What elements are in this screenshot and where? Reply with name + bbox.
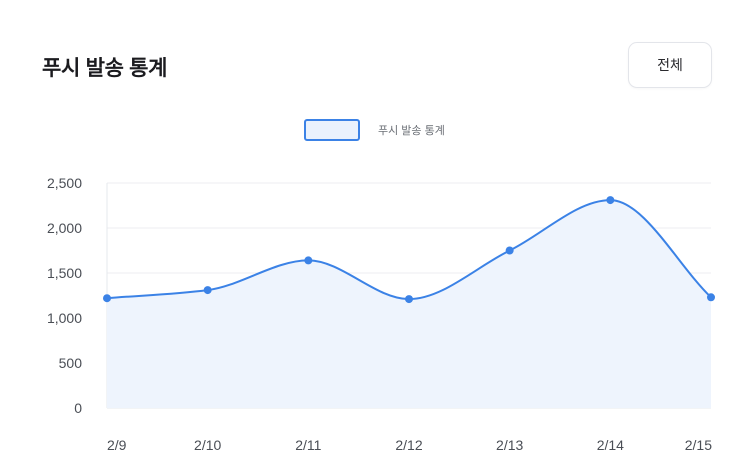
x-tick-label: 2/9 [107, 437, 127, 453]
y-tick-label: 1,000 [47, 310, 82, 326]
y-tick-label: 500 [59, 355, 83, 371]
x-tick-label: 2/12 [395, 437, 422, 453]
data-point-2-14[interactable] [606, 196, 615, 205]
data-point-2-10[interactable] [203, 286, 212, 295]
y-tick-label: 1,500 [47, 265, 82, 281]
x-tick-label: 2/13 [496, 437, 523, 453]
x-tick-label: 2/10 [194, 437, 221, 453]
filter-dropdown-button[interactable]: 전체 [628, 42, 712, 88]
data-point-2-12[interactable] [405, 295, 413, 304]
legend-swatch [304, 119, 360, 141]
chart-legend[interactable]: 푸시 발송 통계 [304, 117, 445, 143]
y-tick-label: 2,000 [47, 220, 82, 236]
data-points [103, 196, 715, 304]
y-tick-label: 0 [74, 400, 82, 416]
page-title: 푸시 발송 통계 [42, 57, 168, 80]
y-axis-tick-labels: 0 500 1,000 1,500 2,000 2,500 [47, 175, 82, 416]
y-tick-label: 2,500 [47, 175, 82, 191]
x-axis-tick-labels: 2/9 2/10 2/11 2/12 2/13 2/14 2/15 [107, 437, 712, 453]
x-tick-label: 2/14 [597, 437, 624, 453]
data-point-2-11[interactable] [304, 256, 313, 265]
data-point-2-15[interactable] [707, 293, 715, 302]
data-point-2-13[interactable] [505, 246, 514, 255]
legend-label: 푸시 발송 통계 [378, 125, 445, 137]
x-tick-label: 2/11 [295, 437, 321, 453]
x-tick-label: 2/15 [685, 437, 712, 453]
series-area [107, 200, 711, 408]
data-point-2-9[interactable] [103, 294, 111, 303]
